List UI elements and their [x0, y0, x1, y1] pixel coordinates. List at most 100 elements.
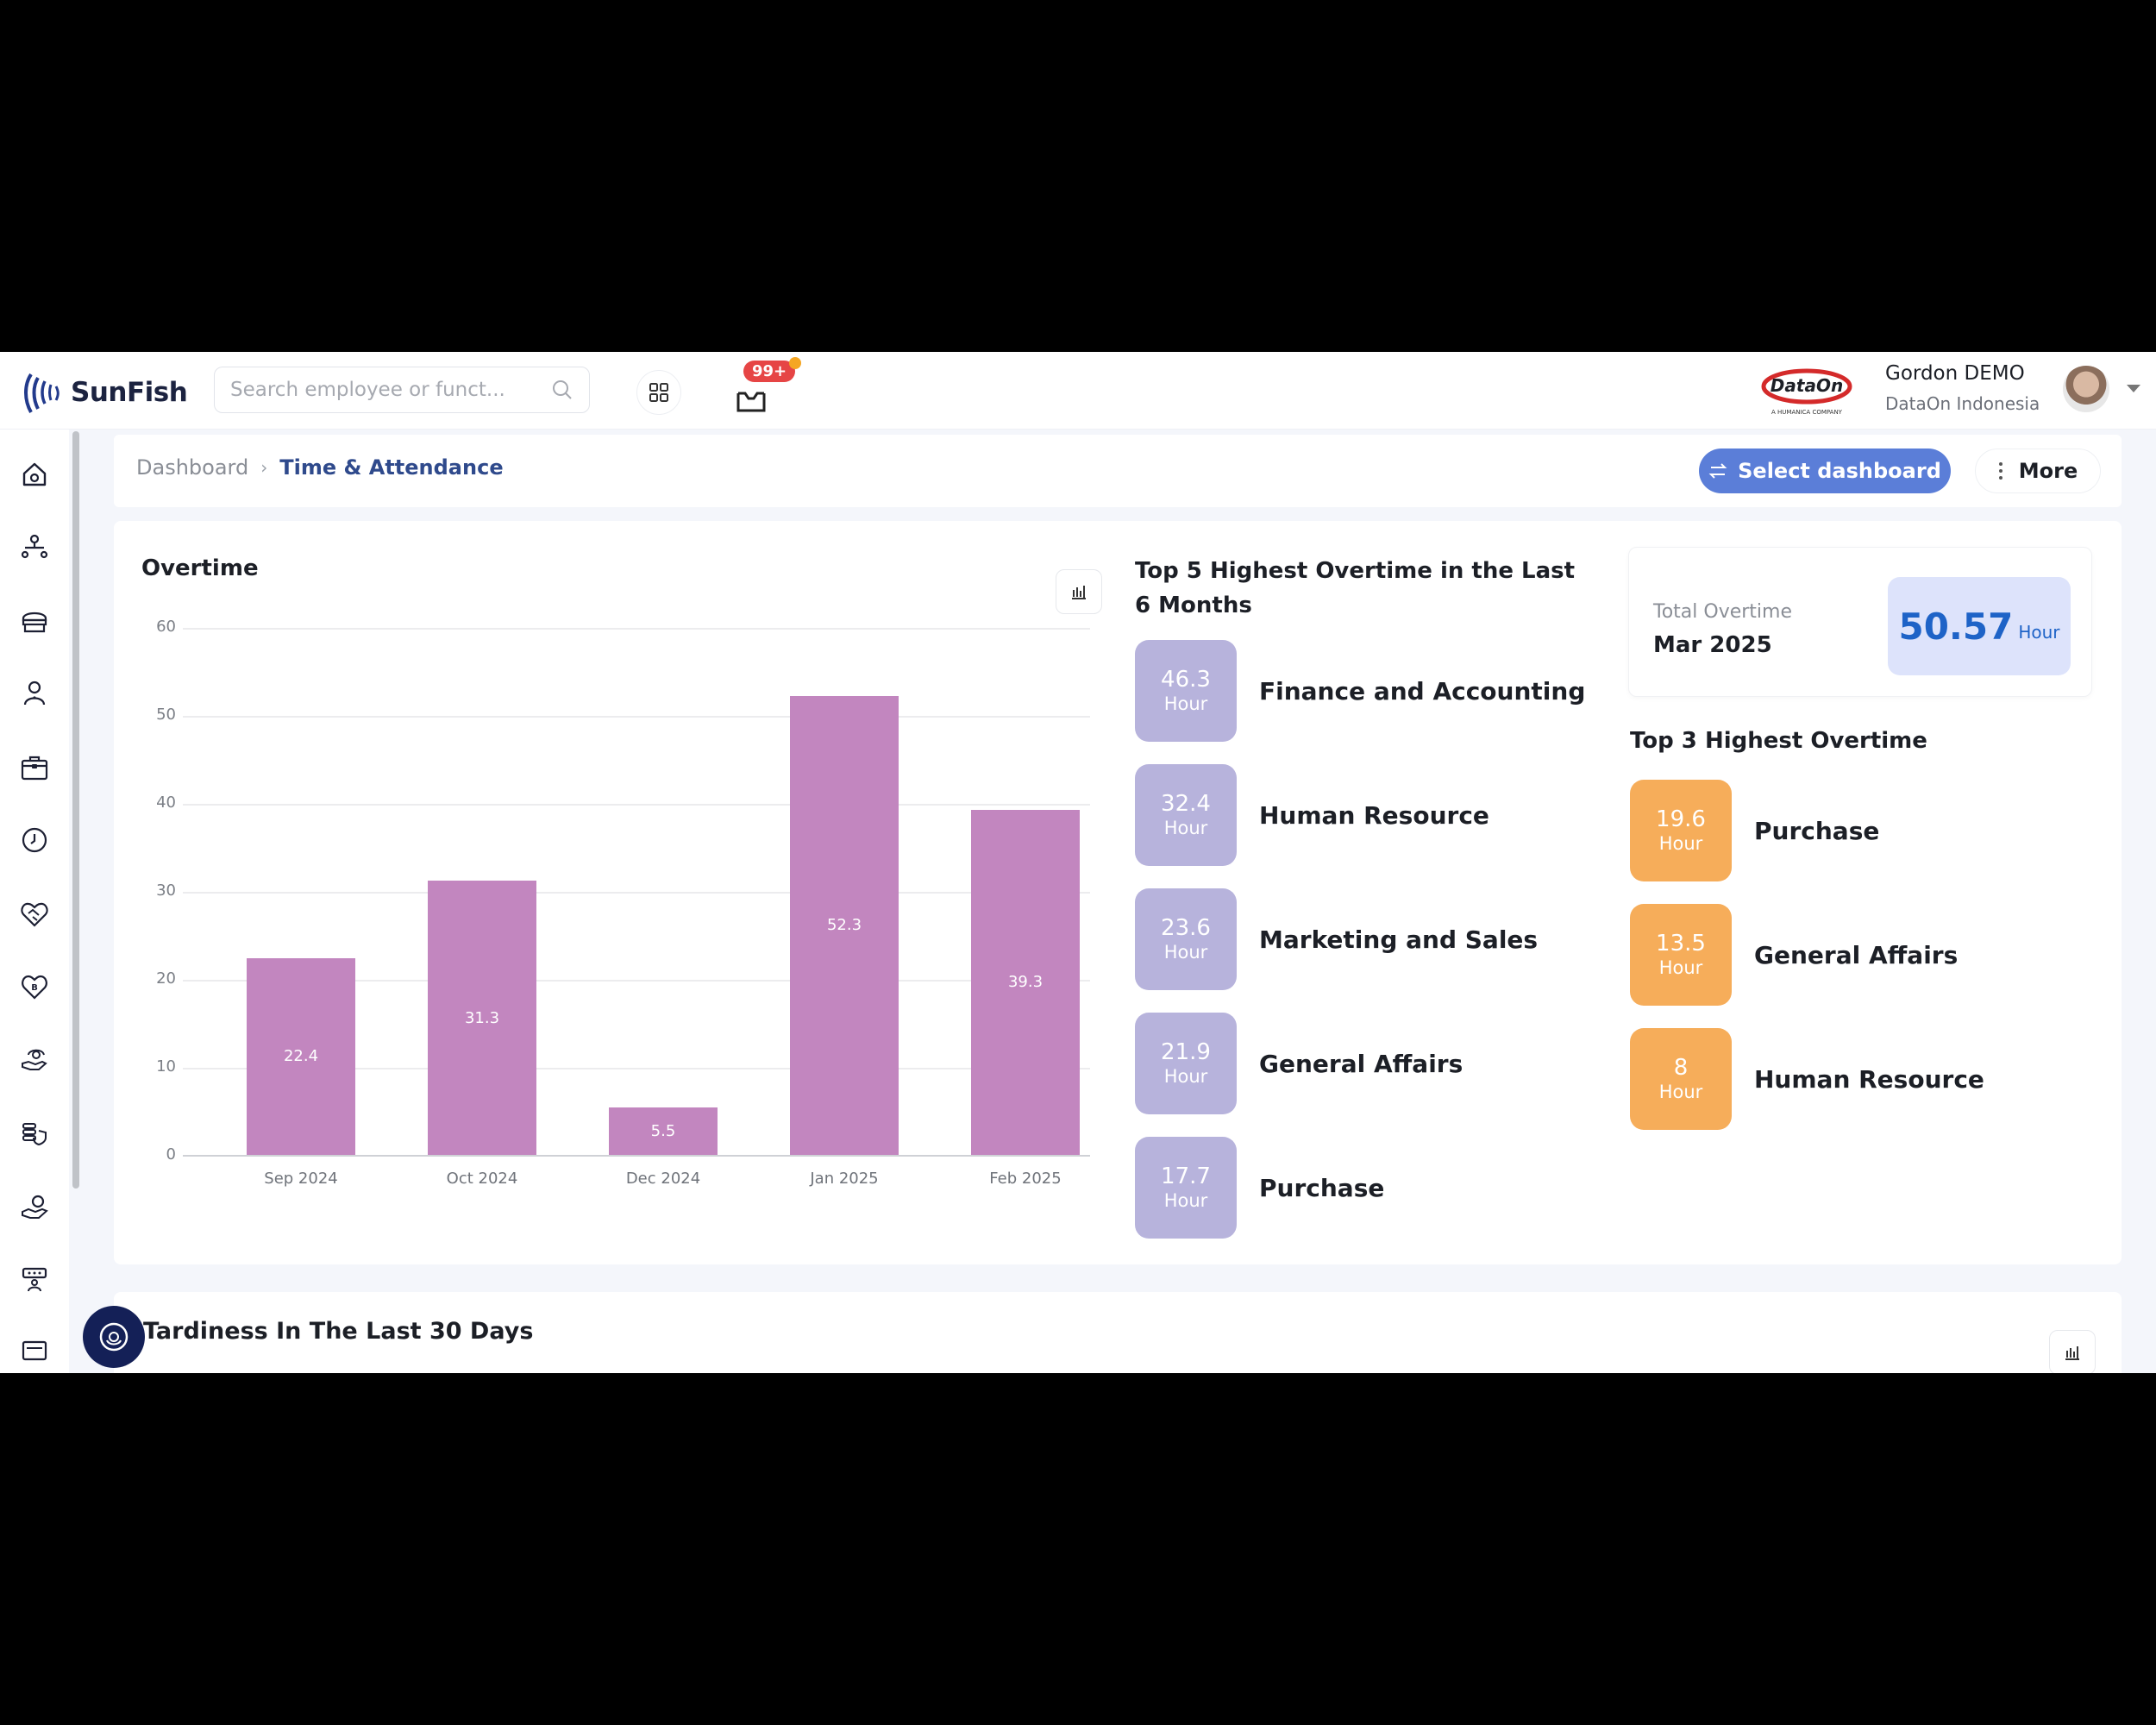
- bar-oct-2024[interactable]: [428, 881, 536, 1156]
- sidebar-item-time-attendance[interactable]: [14, 819, 55, 861]
- sidebar-item-engagement[interactable]: [14, 894, 55, 935]
- overtime-card: Overtime 60 50 40 30 20 10 0 22.4 31.3: [114, 521, 2122, 1264]
- hours-value: 17.7: [1161, 1164, 1211, 1189]
- department-name: Purchase: [1259, 1173, 1385, 1202]
- top5-item[interactable]: 17.7 Hour Purchase: [1135, 1137, 1384, 1239]
- top5-item[interactable]: 46.3 Hour Finance and Accounting: [1135, 640, 1585, 742]
- hours-tile: 46.3 Hour: [1135, 640, 1237, 742]
- overtime-bar-chart: 60 50 40 30 20 10 0 22.4 31.3 5.5 52.3 3…: [141, 618, 1090, 1221]
- sunfish-logo[interactable]: SunFish: [22, 369, 188, 416]
- hand-cycle-icon: [22, 1049, 47, 1070]
- assistant-fab-button[interactable]: [83, 1306, 145, 1368]
- notification-dot: [789, 357, 801, 369]
- search-icon[interactable]: [551, 379, 573, 401]
- sidebar-item-employee[interactable]: [14, 673, 55, 714]
- gridline: [183, 980, 1090, 982]
- x-axis: [183, 1155, 1090, 1157]
- avatar[interactable]: [2063, 366, 2109, 412]
- top3-item[interactable]: 19.6 Hour Purchase: [1630, 780, 1879, 881]
- y-tick: 40: [156, 794, 176, 812]
- top5-item[interactable]: 32.4 Hour Human Resource: [1135, 764, 1489, 866]
- overtime-title: Overtime: [141, 555, 259, 581]
- top3-item[interactable]: 13.5 Hour General Affairs: [1630, 904, 1958, 1006]
- user-name: Gordon DEMO: [1885, 362, 2025, 385]
- bar-jan-2025[interactable]: [790, 696, 899, 1156]
- hours-value: 19.6: [1656, 806, 1706, 832]
- sidebar-item-training[interactable]: [14, 1259, 55, 1301]
- chart-type-button[interactable]: [1056, 569, 1102, 614]
- chart-type-button[interactable]: [2049, 1330, 2096, 1373]
- bar-value-label: 5.5: [650, 1122, 676, 1140]
- gridline: [183, 716, 1090, 718]
- user-company: DataOn Indonesia: [1885, 393, 2040, 414]
- hours-value: 13.5: [1656, 931, 1706, 957]
- sidebar-item-reimbursement[interactable]: [14, 1040, 55, 1082]
- department-name: Purchase: [1754, 816, 1880, 845]
- bar-feb-2025[interactable]: [971, 810, 1080, 1156]
- hours-tile: 13.5 Hour: [1630, 904, 1732, 1006]
- notification-badge[interactable]: 99+: [743, 361, 796, 382]
- breadcrumb-separator-icon: ›: [260, 457, 268, 478]
- search-box[interactable]: [214, 367, 590, 413]
- gridline: [183, 892, 1090, 894]
- top5-item[interactable]: 23.6 Hour Marketing and Sales: [1135, 888, 1538, 990]
- bar-chart-icon: [2065, 1346, 2079, 1360]
- top3-item[interactable]: 8 Hour Human Resource: [1630, 1028, 1984, 1130]
- user-menu-caret-icon[interactable]: [2127, 385, 2140, 392]
- y-tick: 0: [166, 1145, 176, 1164]
- sidebar: B: [0, 430, 69, 1373]
- hours-tile: 8 Hour: [1630, 1028, 1732, 1130]
- person-icon: [23, 681, 46, 706]
- grid-icon: [649, 383, 668, 402]
- gridline: [183, 804, 1090, 806]
- y-tick: 10: [156, 1057, 176, 1076]
- sidebar-scrollbar[interactable]: [72, 431, 79, 1189]
- sidebar-item-shop[interactable]: [14, 600, 55, 642]
- top5-item[interactable]: 21.9 Hour General Affairs: [1135, 1013, 1463, 1114]
- svg-text:B: B: [31, 983, 38, 993]
- tardiness-card: Tardiness In The Last 30 Days: [114, 1292, 2122, 1373]
- breadcrumb-dashboard[interactable]: Dashboard: [136, 455, 249, 480]
- inbox-icon[interactable]: [731, 373, 783, 417]
- tardiness-title: Tardiness In The Last 30 Days: [143, 1318, 534, 1345]
- total-overtime-label: Total Overtime: [1653, 601, 1792, 623]
- department-name: Human Resource: [1754, 1064, 1984, 1094]
- bar-value-label: 52.3: [826, 916, 862, 934]
- bar-dec-2024[interactable]: [609, 1107, 718, 1156]
- sidebar-item-reports[interactable]: [14, 1332, 55, 1373]
- sidebar-item-portfolio[interactable]: [14, 747, 55, 788]
- department-name: Finance and Accounting: [1259, 676, 1586, 706]
- x-tick: Dec 2024: [625, 1170, 701, 1188]
- select-dashboard-button[interactable]: Select dashboard: [1699, 448, 1951, 493]
- breadcrumb: Dashboard › Time & Attendance: [136, 455, 504, 480]
- hours-tile: 23.6 Hour: [1135, 888, 1237, 990]
- org-chart-icon: [21, 534, 48, 559]
- hours-unit: Hour: [1163, 1066, 1208, 1087]
- bar-value-label: 31.3: [464, 1009, 500, 1027]
- monitor-icon: [22, 1340, 47, 1361]
- apps-grid-button[interactable]: [636, 370, 681, 415]
- sidebar-item-loan[interactable]: [14, 1187, 55, 1228]
- svg-text:A HUMANICA COMPANY: A HUMANICA COMPANY: [1771, 409, 1843, 416]
- hours-value: 32.4: [1161, 791, 1211, 817]
- hours-unit: Hour: [1163, 818, 1208, 838]
- sidebar-item-organization[interactable]: [14, 526, 55, 568]
- gridline: [183, 1068, 1090, 1070]
- total-overtime-value: 50.57: [1898, 605, 2014, 648]
- total-overtime-value-box: 50.57 Hour: [1888, 577, 2071, 675]
- home-icon: [22, 462, 47, 486]
- search-input[interactable]: [230, 379, 551, 401]
- select-dashboard-label: Select dashboard: [1738, 459, 1941, 483]
- more-button[interactable]: More: [1975, 448, 2101, 493]
- sidebar-item-home[interactable]: [14, 454, 55, 495]
- y-tick: 60: [156, 618, 176, 636]
- sidebar-item-benefit[interactable]: B: [14, 966, 55, 1007]
- sidebar-item-payroll[interactable]: [14, 1113, 55, 1154]
- more-label: More: [2018, 459, 2078, 483]
- y-tick: 30: [156, 881, 176, 900]
- bar-value-label: 39.3: [1007, 973, 1044, 991]
- clock-icon: [22, 827, 47, 853]
- bar-sep-2024[interactable]: [247, 958, 355, 1156]
- logo-text: SunFish: [71, 377, 188, 408]
- total-overtime-unit: Hour: [2018, 622, 2060, 643]
